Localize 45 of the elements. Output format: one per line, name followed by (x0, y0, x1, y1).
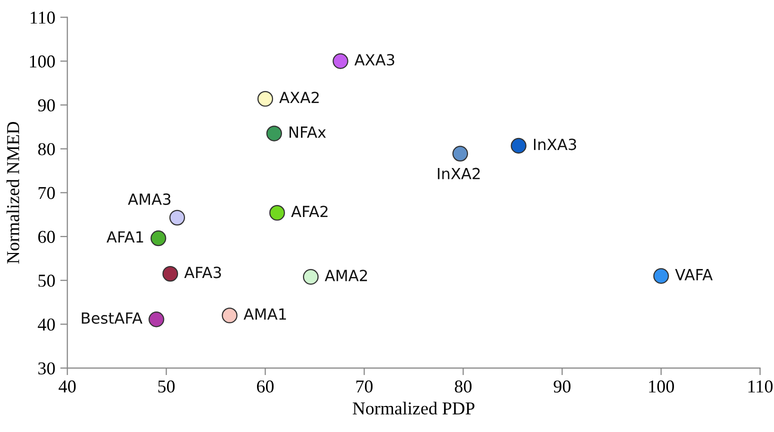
point (162, 266, 178, 282)
point (266, 126, 282, 142)
point (269, 205, 285, 221)
x-tick-label: 60 (257, 380, 274, 393)
series-label: InXA3 (534, 138, 576, 150)
y-tick-label: 60 (38, 230, 55, 243)
point (148, 312, 164, 328)
series-label: AFA3 (184, 266, 221, 278)
x-tick-label: 90 (554, 380, 570, 393)
point (302, 269, 319, 285)
x-tick-label: 70 (356, 380, 373, 393)
point (222, 308, 238, 324)
series-label: VAFA (675, 269, 713, 280)
y-tick-label: 50 (38, 274, 55, 287)
point (169, 210, 186, 226)
point (257, 91, 274, 107)
x-axis-title: Normalized PDP (352, 402, 474, 415)
y-tick-label: 90 (38, 99, 55, 112)
y-tick-label: 80 (38, 143, 55, 156)
point (332, 53, 348, 69)
series-label: AFA1 (106, 231, 144, 242)
series-label: AXA3 (354, 54, 394, 66)
series-label: AMA3 (128, 193, 170, 205)
x-tick-label: 100 (649, 380, 674, 393)
y-tick-label: 110 (30, 12, 55, 24)
y-tick-label: 40 (38, 318, 55, 331)
x-tick-label: 40 (58, 380, 76, 393)
series-label: AMA1 (244, 308, 286, 320)
y-tick-label: 30 (38, 362, 55, 375)
series-label: NFAx (290, 126, 326, 138)
x-tick-label: 80 (454, 380, 472, 393)
y-tick-label: 100 (30, 55, 55, 68)
y-tick-label: 70 (38, 186, 55, 200)
series-label: AXA2 (279, 92, 319, 104)
point (510, 138, 526, 154)
series-label: AMA2 (324, 270, 367, 282)
point (150, 230, 166, 246)
point (653, 268, 669, 284)
series-label: BestAFA (82, 312, 142, 324)
series-label: InXA2 (438, 168, 480, 180)
point (452, 146, 468, 162)
x-tick-label: 110 (748, 380, 773, 393)
y-axis-title: Normalized NMED (6, 122, 20, 264)
x-tick-label: 50 (158, 380, 175, 393)
series-label: AFA2 (291, 206, 328, 218)
